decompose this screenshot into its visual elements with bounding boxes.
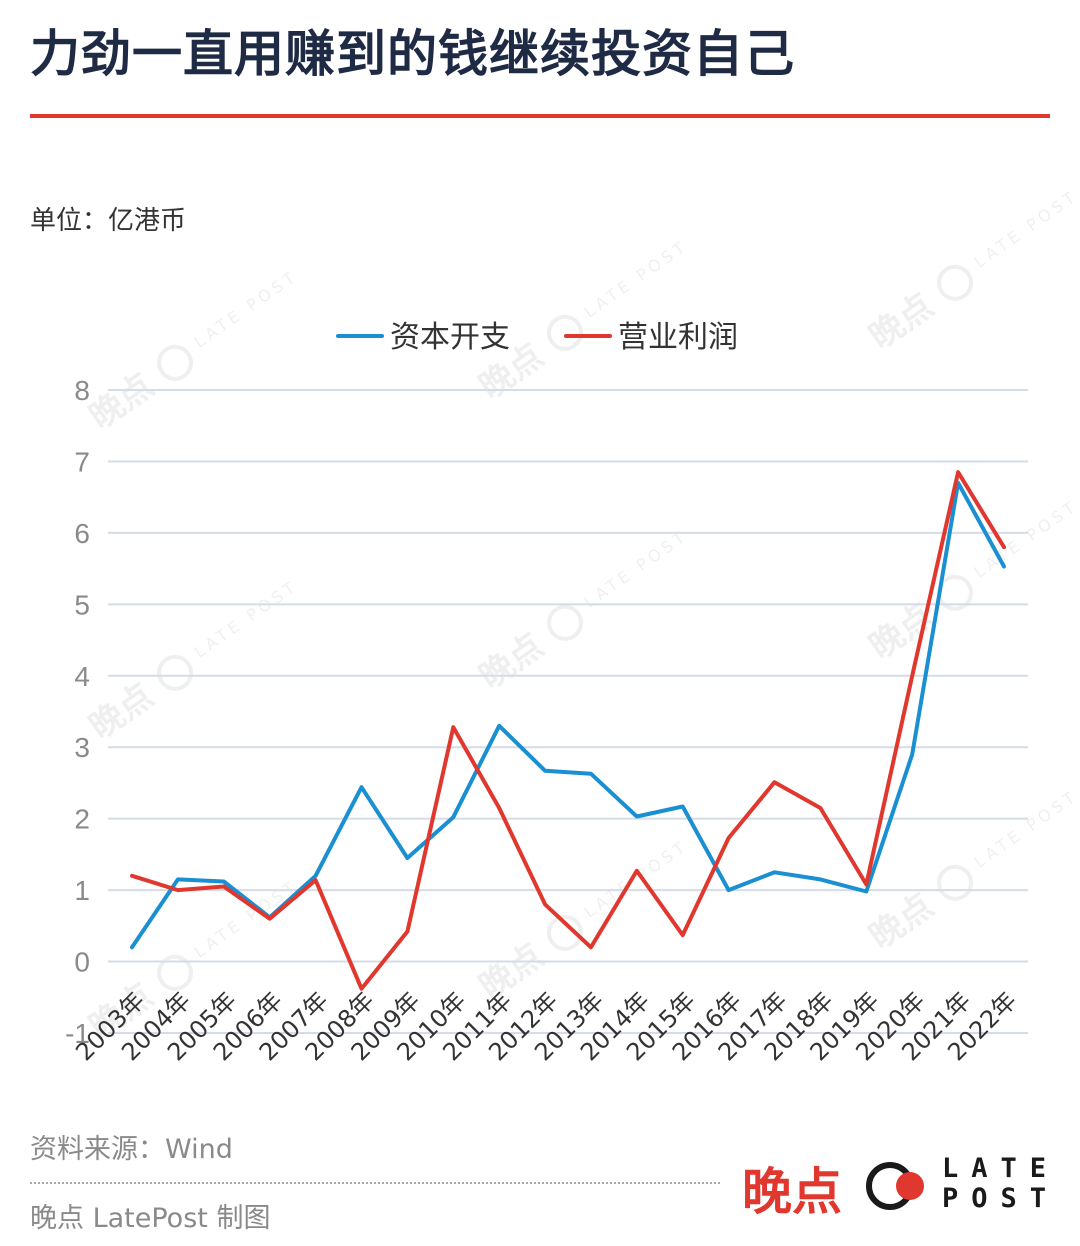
watermark-en: LATE POST xyxy=(581,526,692,612)
logo-en-line1: LATE xyxy=(942,1153,1060,1184)
watermark-icon xyxy=(157,654,194,691)
watermark-icon xyxy=(547,914,584,951)
late-post-logo: 晚点 LATE POST xyxy=(742,1150,1052,1222)
legend-label: 营业利润 xyxy=(618,320,738,355)
watermark: 晚点 LATE POST xyxy=(862,186,1080,358)
watermark-en: LATE POST xyxy=(971,786,1080,872)
logo-cn-text: 晚点 xyxy=(742,1163,842,1221)
source-note: 资料来源：Wind xyxy=(30,1134,233,1165)
y-tick-label: 2 xyxy=(74,804,90,835)
logo-en-line2: POST xyxy=(942,1183,1060,1214)
watermark-icon xyxy=(157,344,194,381)
y-tick-label: -1 xyxy=(65,1018,90,1049)
watermark-icon xyxy=(937,864,974,901)
y-tick-label: 1 xyxy=(74,875,90,906)
credit-note: 晚点 LatePost 制图 xyxy=(30,1203,271,1234)
watermark-cn: 晚点 xyxy=(82,676,161,748)
y-tick-label: 7 xyxy=(74,446,90,477)
watermark-en: LATE POST xyxy=(581,236,692,322)
watermark-en: LATE POST xyxy=(581,836,692,922)
y-tick-label: 6 xyxy=(74,518,90,549)
watermark-en: LATE POST xyxy=(971,186,1080,272)
watermark: 晚点 LATE POST xyxy=(472,526,692,698)
title-divider xyxy=(30,114,1050,118)
watermark-cn: 晚点 xyxy=(862,886,941,958)
series-line-profit xyxy=(130,470,1006,991)
y-tick-label: 5 xyxy=(74,589,90,620)
watermark-en: LATE POST xyxy=(191,576,302,662)
watermark-en: LATE POST xyxy=(191,266,302,352)
watermark: 晚点 LATE POST xyxy=(82,576,302,748)
y-tick-label: 8 xyxy=(74,375,90,406)
footer-divider xyxy=(30,1182,720,1184)
series-line-capex xyxy=(130,480,1006,950)
watermark-cn: 晚点 xyxy=(82,366,161,438)
watermark-icon xyxy=(547,314,584,351)
y-tick-label: 3 xyxy=(74,732,90,763)
y-tick-label: 0 xyxy=(74,947,90,978)
logo-en-text: LATE POST xyxy=(942,1154,1059,1214)
unit-label: 单位：亿港币 xyxy=(30,206,187,236)
watermark: 晚点 LATE POST xyxy=(82,266,302,438)
late-post-logo-icon xyxy=(866,1162,924,1210)
page-title: 力劲一直用赚到的钱继续投资自己 xyxy=(30,25,795,83)
line-chart: 晚点 LATE POST 晚点 LATE POST 晚点 LATE POST 晚点 LATE … xyxy=(65,186,1080,1066)
watermark-icon xyxy=(937,574,974,611)
watermark-icon xyxy=(547,604,584,641)
y-tick-label: 4 xyxy=(74,661,90,692)
watermark-icon xyxy=(157,954,194,991)
watermark-cn: 晚点 xyxy=(862,286,941,358)
watermark-icon xyxy=(937,264,974,301)
legend-label: 资本开支 xyxy=(390,320,510,355)
watermark-cn: 晚点 xyxy=(472,626,551,698)
